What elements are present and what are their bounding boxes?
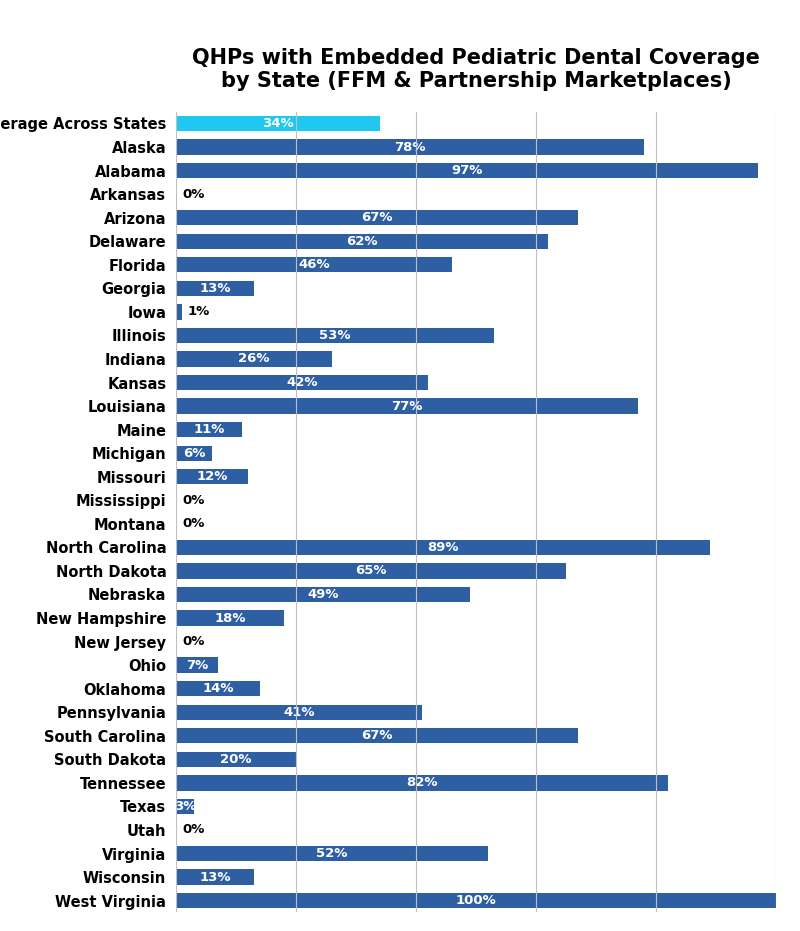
Text: 41%: 41%	[283, 706, 314, 719]
Text: 13%: 13%	[199, 870, 230, 884]
Bar	[176, 210, 578, 225]
Text: 65%: 65%	[355, 564, 386, 577]
Text: 42%: 42%	[286, 376, 318, 389]
Text: 49%: 49%	[307, 588, 338, 601]
Bar	[176, 705, 422, 720]
Bar	[176, 657, 218, 673]
Text: 0%: 0%	[182, 823, 204, 836]
Bar	[176, 398, 638, 413]
Text: 26%: 26%	[238, 353, 270, 366]
Text: 77%: 77%	[391, 399, 422, 412]
Text: 13%: 13%	[199, 282, 230, 295]
Bar	[176, 257, 452, 273]
Bar	[176, 799, 194, 814]
Bar	[176, 751, 296, 767]
Title: QHPs with Embedded Pediatric Dental Coverage
by State (FFM & Partnership Marketp: QHPs with Embedded Pediatric Dental Cove…	[192, 47, 760, 90]
Bar	[176, 893, 776, 909]
Text: 12%: 12%	[196, 470, 228, 483]
Bar	[176, 234, 548, 249]
Bar	[176, 328, 494, 344]
Bar	[176, 587, 470, 602]
Text: 14%: 14%	[202, 682, 234, 695]
Text: 6%: 6%	[183, 447, 205, 460]
Bar	[176, 163, 758, 178]
Bar	[176, 304, 182, 319]
Text: 7%: 7%	[186, 658, 208, 671]
Text: 34%: 34%	[262, 117, 294, 130]
Bar	[176, 611, 284, 626]
Bar	[176, 870, 254, 884]
Bar	[176, 681, 260, 696]
Text: 0%: 0%	[182, 635, 204, 648]
Bar	[176, 540, 710, 555]
Bar	[176, 280, 254, 296]
Text: 0%: 0%	[182, 188, 204, 201]
Text: 62%: 62%	[346, 235, 378, 248]
Bar	[176, 140, 644, 155]
Bar	[176, 422, 242, 438]
Text: 3%: 3%	[174, 800, 196, 813]
Text: 46%: 46%	[298, 258, 330, 271]
Text: 89%: 89%	[427, 541, 458, 554]
Text: 11%: 11%	[194, 423, 225, 436]
Bar	[176, 776, 668, 790]
Text: 97%: 97%	[451, 164, 482, 177]
Text: 82%: 82%	[406, 776, 438, 789]
Text: 0%: 0%	[182, 518, 204, 531]
Bar	[176, 375, 428, 390]
Text: 0%: 0%	[182, 493, 204, 506]
Bar	[176, 846, 488, 861]
Bar	[176, 469, 248, 484]
Text: 20%: 20%	[220, 753, 252, 766]
Text: 18%: 18%	[214, 612, 246, 625]
Text: 53%: 53%	[319, 329, 350, 342]
Bar	[176, 446, 212, 461]
Text: 52%: 52%	[316, 847, 348, 860]
Text: 67%: 67%	[362, 729, 393, 742]
Bar	[176, 563, 566, 578]
Bar	[176, 351, 332, 367]
Text: 67%: 67%	[362, 211, 393, 224]
Bar	[176, 728, 578, 744]
Text: 78%: 78%	[394, 141, 426, 154]
Text: 100%: 100%	[456, 894, 496, 907]
Text: 1%: 1%	[188, 305, 210, 318]
Bar	[176, 115, 380, 131]
